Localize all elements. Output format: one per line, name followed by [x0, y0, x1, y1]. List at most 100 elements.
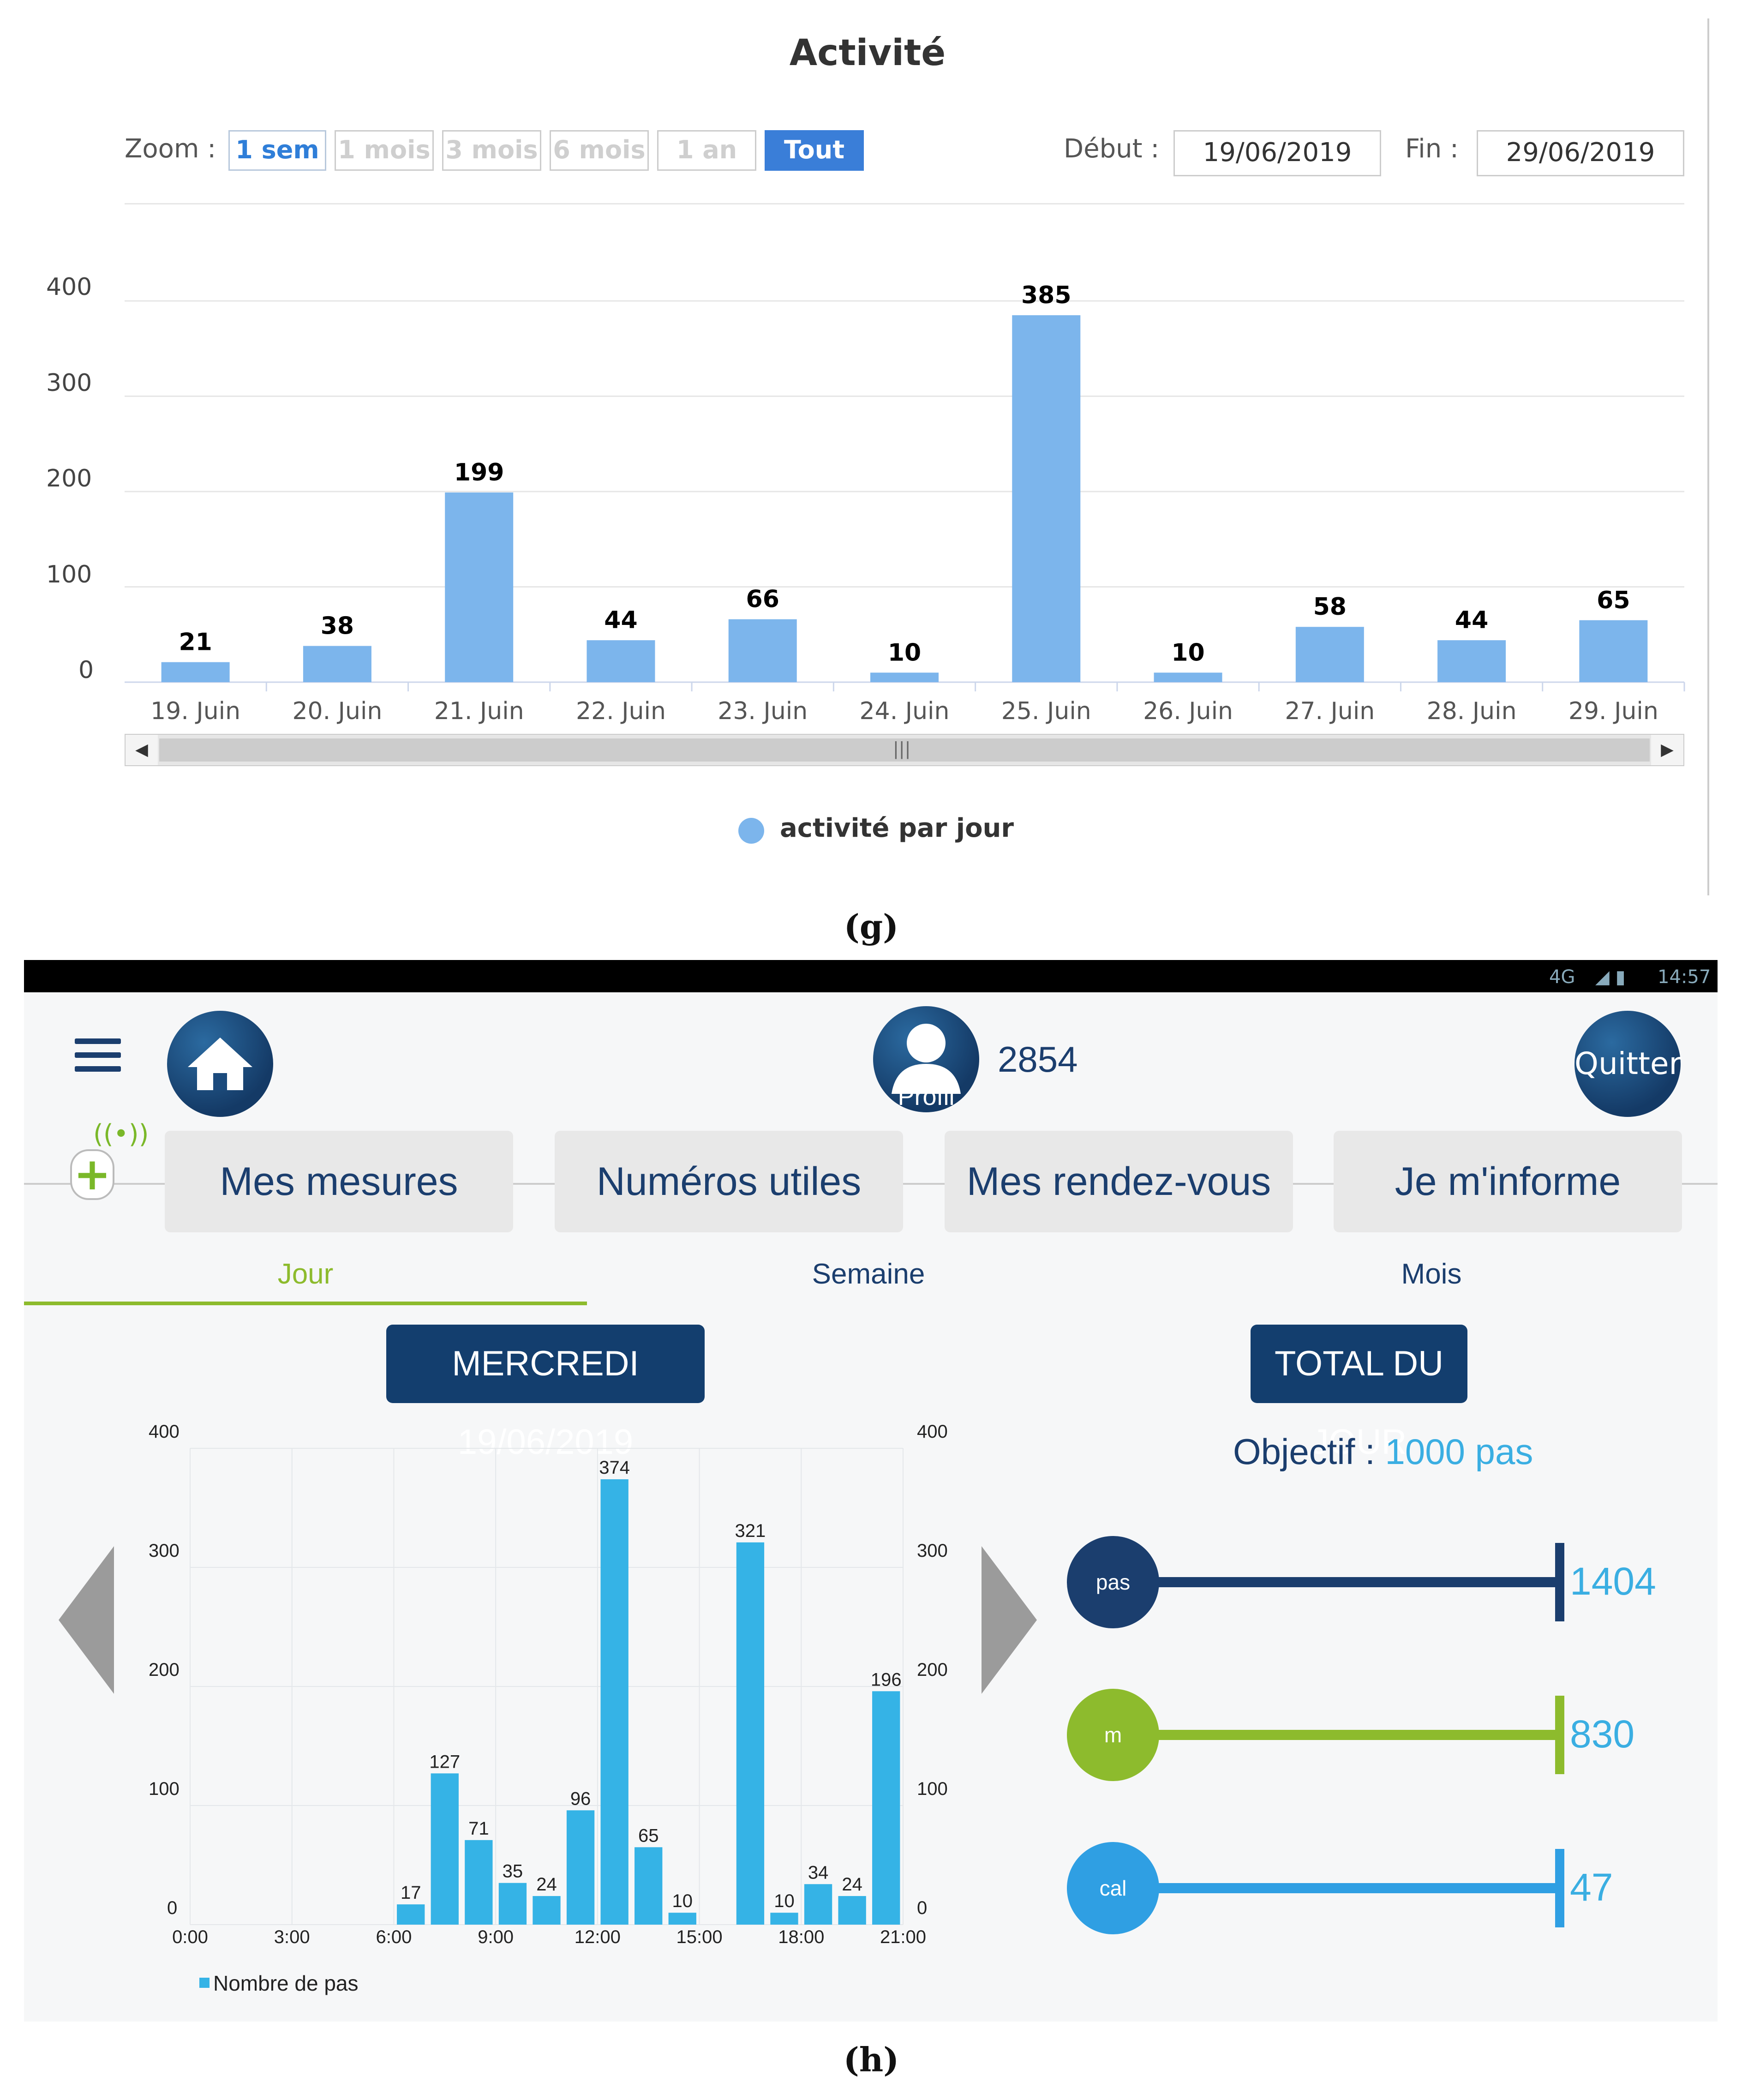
data-label: 199 — [454, 459, 504, 486]
nav-inform-me[interactable]: Je m'informe — [1334, 1131, 1682, 1232]
calories-value: 47 — [1570, 1866, 1613, 1909]
add-device-button[interactable]: + — [70, 1149, 114, 1200]
distance-bar-end — [1555, 1696, 1564, 1774]
y-tick-label: 100 — [149, 1779, 180, 1799]
previous-day-arrow-icon[interactable] — [59, 1546, 114, 1694]
bar-hour-14 — [635, 1847, 663, 1925]
distance-metric-icon: m — [1067, 1689, 1159, 1781]
tab-week[interactable]: Semaine — [812, 1258, 925, 1290]
scroll-left-button[interactable]: ◀ — [126, 735, 158, 765]
y-tick-label: 0 — [78, 656, 94, 684]
day-total-badge: TOTAL DU JOUR — [1251, 1325, 1467, 1462]
bar-hour-18 — [770, 1913, 798, 1925]
x-tick-label: 18:00 — [778, 1927, 824, 1947]
bar-21. Juin — [445, 492, 514, 682]
data-label: 17 — [401, 1883, 421, 1903]
data-label: 374 — [599, 1458, 630, 1478]
legend-label[interactable]: activité par jour — [780, 813, 1014, 843]
next-day-arrow-icon[interactable] — [982, 1546, 1037, 1694]
status-time: 14:57 — [1658, 966, 1711, 988]
bar-29. Juin — [1579, 620, 1648, 682]
steps-value: 1404 — [1570, 1560, 1656, 1603]
data-label: 10 — [888, 639, 921, 666]
zoom-6-months-button[interactable]: 6 mois — [550, 130, 649, 171]
objective-row: Objectif : 1000 pas — [1233, 1431, 1533, 1473]
y-tick-label: 200 — [149, 1660, 180, 1680]
bar-hour-13 — [600, 1479, 629, 1925]
zoom-3-months-button[interactable]: 3 mois — [442, 130, 541, 171]
nav-useful-numbers[interactable]: Numéros utiles — [555, 1131, 903, 1232]
tab-day[interactable]: Jour — [277, 1258, 334, 1290]
distance-value: 830 — [1570, 1712, 1635, 1756]
x-tick-label: 24. Juin — [860, 697, 950, 725]
objective-label: Objectif : — [1233, 1431, 1375, 1472]
hamburger-menu-icon[interactable] — [75, 1038, 121, 1075]
tab-month[interactable]: Mois — [1401, 1258, 1462, 1290]
x-tick-label: 20. Juin — [292, 697, 382, 725]
x-tick-label: 6:00 — [376, 1927, 412, 1947]
bar-24. Juin — [870, 672, 939, 682]
status-bar — [24, 960, 1718, 992]
header-divider — [125, 203, 1684, 204]
x-tick-label: 19. Juin — [150, 697, 240, 725]
steps-progress-bar — [1155, 1577, 1561, 1587]
data-label: 44 — [604, 606, 637, 634]
y-tick-label: 300 — [46, 369, 92, 397]
x-tick-label: 27. Juin — [1285, 697, 1375, 725]
steps-bar-end — [1555, 1543, 1564, 1621]
quit-button[interactable]: Quitter — [1574, 1011, 1682, 1117]
end-date-input[interactable]: 29/06/2019 — [1477, 130, 1684, 176]
x-tick-label: 21. Juin — [434, 697, 524, 725]
y-tick-label-right: 100 — [917, 1779, 948, 1799]
y-tick-label-right: 400 — [917, 1422, 948, 1442]
nav-my-appointments[interactable]: Mes rendez-vous — [945, 1131, 1293, 1232]
data-label: 34 — [808, 1862, 829, 1883]
x-tick-label: 15:00 — [676, 1927, 723, 1947]
bar-19. Juin — [161, 662, 230, 682]
caption-g: (g) — [844, 907, 899, 946]
data-label: 10 — [774, 1891, 795, 1911]
scrollbar-thumb[interactable] — [159, 738, 1650, 762]
data-label: 24 — [536, 1874, 557, 1895]
data-label: 24 — [842, 1874, 862, 1895]
data-label: 10 — [672, 1891, 693, 1911]
x-tick-label: 29. Juin — [1568, 697, 1658, 725]
profile-button[interactable] — [873, 1006, 979, 1112]
data-label: 65 — [638, 1825, 659, 1846]
hourly-steps-chart: 0:00 3:00 6:00 9:00 12:00 15:00 18:00 21:00 17 12… — [172, 1448, 926, 1947]
data-label: 10 — [1171, 639, 1204, 666]
x-tick-label: 23. Juin — [718, 697, 808, 725]
y-tick-label: 400 — [149, 1422, 180, 1442]
zoom-1-week-button[interactable]: 1 sem — [228, 130, 326, 171]
legend-label[interactable]: Nombre de pas — [213, 1971, 359, 1995]
x-tick-label: 9:00 — [478, 1927, 514, 1947]
bar-hour-7 — [397, 1904, 425, 1925]
data-label: 96 — [570, 1788, 591, 1809]
panel-border — [1707, 18, 1709, 895]
bar-25. Juin — [1012, 315, 1081, 682]
data-label: 321 — [735, 1521, 766, 1541]
x-tick-label: 12:00 — [575, 1927, 621, 1947]
nav-my-measures[interactable]: Mes mesures — [165, 1131, 513, 1232]
chart-title: Activité — [789, 32, 946, 74]
bar-23. Juin — [728, 619, 797, 682]
start-date-input[interactable]: 19/06/2019 — [1173, 130, 1381, 176]
data-label: 35 — [503, 1861, 523, 1882]
data-label: 71 — [468, 1818, 489, 1839]
y-tick-label: 100 — [46, 561, 92, 588]
zoom-1-month-button[interactable]: 1 mois — [335, 130, 434, 171]
bar-27. Juin — [1295, 627, 1364, 682]
home-button[interactable] — [167, 1011, 273, 1117]
zoom-all-button[interactable]: Tout — [765, 130, 864, 171]
daily-activity-chart: 21 19. Juin 38 20. Juin 199 21. Juin 44 22. Jui… — [125, 282, 1685, 725]
x-tick-label: 28. Juin — [1427, 697, 1517, 725]
x-tick-label: 25. Juin — [1001, 697, 1091, 725]
user-icon — [892, 1024, 961, 1094]
data-label: 127 — [429, 1752, 460, 1772]
zoom-1-year-button[interactable]: 1 an — [657, 130, 756, 171]
y-tick-label: 200 — [46, 465, 92, 492]
bar-hour-17 — [736, 1542, 765, 1925]
data-label: 21 — [179, 629, 212, 656]
scroll-right-button[interactable]: ▶ — [1651, 735, 1683, 765]
bar-26. Juin — [1154, 672, 1222, 682]
